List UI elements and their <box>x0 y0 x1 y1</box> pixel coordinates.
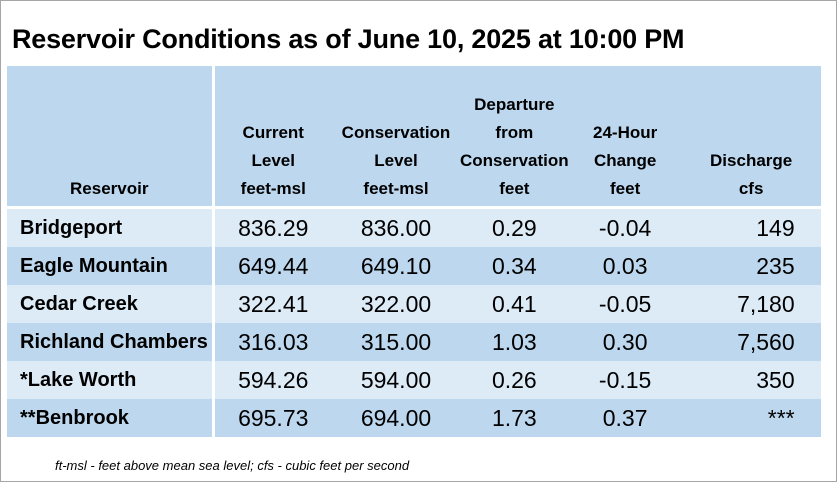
header-line: Level <box>251 151 295 170</box>
current-level: 316.03 <box>213 323 332 361</box>
table-row: Eagle Mountain 649.44 649.10 0.34 0.03 2… <box>7 247 821 285</box>
current-level: 695.73 <box>213 399 332 437</box>
header-line: Level <box>374 151 418 170</box>
header-line: feet <box>499 179 530 198</box>
24hour-change: 0.30 <box>568 323 682 361</box>
reservoir-name: Bridgeport <box>7 207 215 247</box>
conservation-level: 594.00 <box>332 361 460 399</box>
reservoir-name: Eagle Mountain <box>7 247 215 285</box>
reservoir-name: Richland Chambers <box>7 323 215 361</box>
current-level: 836.29 <box>213 207 332 247</box>
departure: 1.03 <box>460 323 569 361</box>
col-header-reservoir: Reservoir <box>7 66 215 209</box>
header-line: Departure <box>474 95 555 114</box>
table-row: *Lake Worth 594.26 594.00 0.26 -0.15 350 <box>7 361 821 399</box>
header-line: feet-msl <box>240 179 306 198</box>
header-line: Conservation <box>341 123 451 142</box>
header-row: Reservoir Current Level feet-msl Conserv… <box>7 66 821 209</box>
header-line: feet-msl <box>363 179 429 198</box>
24hour-change: -0.04 <box>568 207 682 247</box>
discharge: 7,180 <box>681 285 821 323</box>
table-row: Bridgeport 836.29 836.00 0.29 -0.04 149 <box>7 207 821 247</box>
reservoir-name: *Lake Worth <box>7 361 215 399</box>
header-line: Change <box>593 151 657 170</box>
24hour-change: -0.05 <box>568 285 682 323</box>
conservation-level: 694.00 <box>332 399 460 437</box>
discharge: *** <box>681 399 821 437</box>
discharge: 350 <box>681 361 821 399</box>
table-row: Cedar Creek 322.41 322.00 0.41 -0.05 7,1… <box>7 285 821 323</box>
page-title: Reservoir Conditions as of June 10, 2025… <box>12 24 685 54</box>
conservation-level: 322.00 <box>332 285 460 323</box>
departure: 0.29 <box>460 207 569 247</box>
24hour-change: 0.37 <box>568 399 682 437</box>
header-line: Discharge <box>710 151 793 170</box>
reservoir-table: Reservoir Current Level feet-msl Conserv… <box>7 66 821 437</box>
departure: 0.26 <box>460 361 569 399</box>
footnote: ft-msl - feet above mean sea level; cfs … <box>55 458 410 473</box>
discharge: 235 <box>681 247 821 285</box>
col-header-discharge: Discharge cfs <box>681 66 821 209</box>
header-line: from <box>495 123 534 142</box>
header-line: cfs <box>738 179 764 198</box>
current-level: 322.41 <box>213 285 332 323</box>
header-line: Current <box>242 123 304 142</box>
col-header-current-level: Current Level feet-msl <box>213 66 332 209</box>
header-line: feet <box>610 179 641 198</box>
conservation-level: 649.10 <box>332 247 460 285</box>
header-line: 24-Hour <box>593 123 658 142</box>
table-row: Richland Chambers 316.03 315.00 1.03 0.3… <box>7 323 821 361</box>
col-header-24hour-change: 24-Hour Change feet <box>568 66 682 209</box>
header-line: Conservation <box>460 151 569 170</box>
current-level: 594.26 <box>213 361 332 399</box>
discharge: 149 <box>681 207 821 247</box>
reservoir-name: Cedar Creek <box>7 285 215 323</box>
col-header-departure: Departure from Conservation feet <box>460 66 569 209</box>
col-header-conservation-level: Conservation Level feet-msl <box>332 66 460 209</box>
24hour-change: 0.03 <box>568 247 682 285</box>
24hour-change: -0.15 <box>568 361 682 399</box>
current-level: 649.44 <box>213 247 332 285</box>
header-line: Reservoir <box>70 179 149 198</box>
table-row: **Benbrook 695.73 694.00 1.73 0.37 *** <box>7 399 821 437</box>
reservoir-name: **Benbrook <box>7 399 215 437</box>
discharge: 7,560 <box>681 323 821 361</box>
departure: 0.34 <box>460 247 569 285</box>
departure: 1.73 <box>460 399 569 437</box>
departure: 0.41 <box>460 285 569 323</box>
conservation-level: 315.00 <box>332 323 460 361</box>
conservation-level: 836.00 <box>332 207 460 247</box>
